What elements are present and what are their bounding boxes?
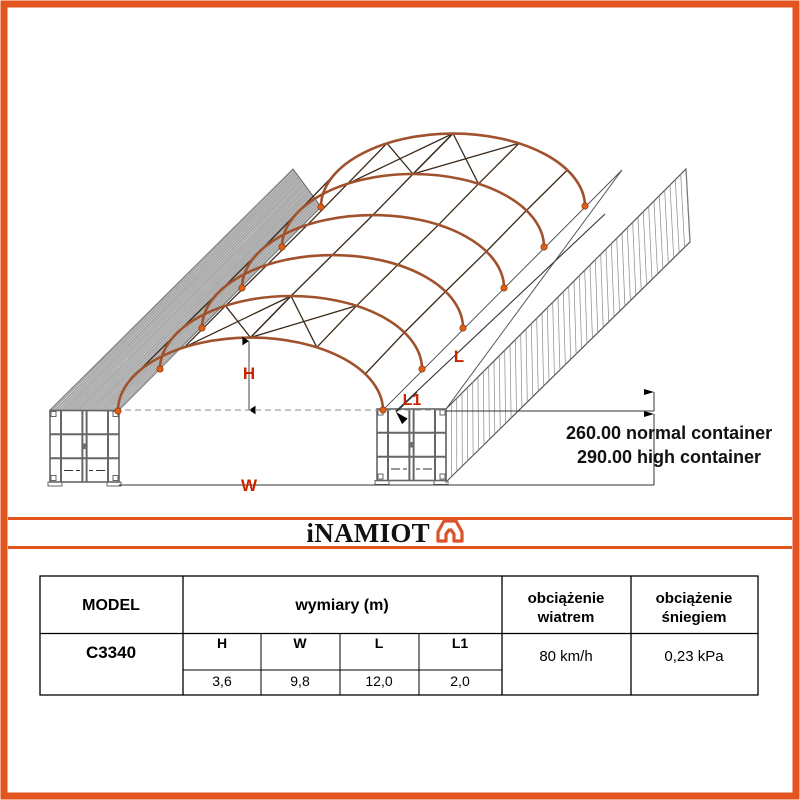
svg-text:H: H xyxy=(243,364,255,383)
svg-text:obciążenie: obciążenie xyxy=(528,590,605,607)
svg-text:L1: L1 xyxy=(452,635,469,651)
svg-text:H: H xyxy=(217,635,227,651)
svg-text:obciążenie: obciążenie xyxy=(656,590,733,607)
svg-text:C3340: C3340 xyxy=(86,643,136,662)
svg-text:L: L xyxy=(375,635,384,651)
svg-text:L: L xyxy=(454,347,464,366)
svg-text:wymiary (m): wymiary (m) xyxy=(294,597,388,614)
svg-text:L1: L1 xyxy=(403,392,422,409)
svg-text:12,0: 12,0 xyxy=(365,673,392,689)
svg-text:290.00 high container: 290.00 high container xyxy=(577,447,761,467)
svg-text:9,8: 9,8 xyxy=(290,673,310,689)
svg-text:iNAMIOT: iNAMIOT xyxy=(306,518,430,548)
svg-text:MODEL: MODEL xyxy=(82,597,140,614)
svg-text:W: W xyxy=(241,476,258,495)
svg-text:2,0: 2,0 xyxy=(450,673,470,689)
svg-text:3,6: 3,6 xyxy=(212,673,232,689)
svg-text:W: W xyxy=(293,635,307,651)
svg-text:260.00 normal container: 260.00 normal container xyxy=(566,423,772,443)
svg-text:0,23 kPa: 0,23 kPa xyxy=(664,648,724,665)
svg-text:wiatrem: wiatrem xyxy=(537,609,595,626)
svg-text:80 km/h: 80 km/h xyxy=(539,648,592,665)
svg-text:śniegiem: śniegiem xyxy=(661,609,726,626)
